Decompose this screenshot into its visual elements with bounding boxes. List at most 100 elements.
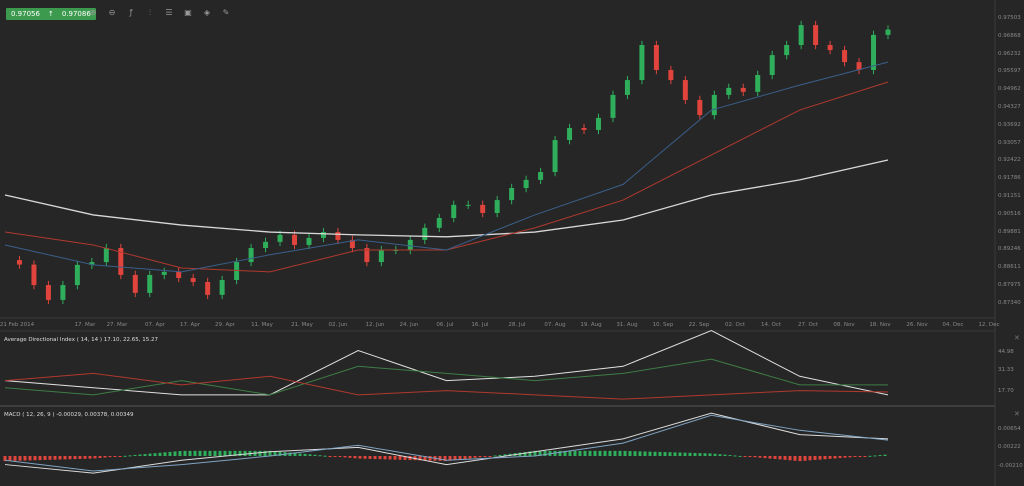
x-tick-label: 24. Jun — [399, 322, 419, 328]
candle-body — [523, 179, 529, 189]
macd-histogram-bar — [668, 452, 672, 456]
candle-body — [697, 99, 703, 116]
macd-histogram-bar — [218, 450, 222, 456]
macd-histogram-bar — [613, 450, 617, 456]
close-adx-icon[interactable]: ✕ — [1014, 334, 1020, 342]
price-quote[interactable]: 0.97056 ↑ 0.97086 — [6, 8, 96, 20]
candle-body — [639, 45, 645, 81]
candle-body — [885, 29, 891, 35]
macd-histogram-bar — [483, 456, 487, 457]
macd-histogram-bar — [428, 456, 432, 461]
x-tick-label: 22. Sep — [688, 322, 710, 328]
x-tick-label: 07. Apr — [144, 322, 166, 328]
macd-histogram-bar — [143, 454, 147, 456]
macd-y-tick: 0.00654 — [998, 426, 1021, 432]
macd-histogram-bar — [423, 456, 427, 461]
macd-histogram-bar — [703, 453, 707, 456]
x-tick-label: 29. Apr — [214, 322, 236, 328]
macd-histogram-bar — [818, 456, 822, 460]
chart-type-icon[interactable]: ⫶ — [149, 8, 151, 17]
macd-histogram-bar — [278, 451, 282, 456]
candle-body — [306, 237, 312, 245]
macd-histogram-bar — [598, 450, 602, 456]
x-tick-label: 19. Aug — [580, 322, 602, 328]
macd-histogram-bar — [13, 456, 17, 461]
template-icon[interactable]: ☰ — [165, 8, 173, 17]
y-tick-label: 0.92422 — [998, 157, 1021, 164]
y-tick-label: 0.90516 — [998, 210, 1021, 217]
macd-histogram-bar — [28, 456, 32, 461]
macd-histogram-bar — [133, 454, 137, 456]
close-macd-icon[interactable]: ✕ — [1014, 410, 1020, 418]
macd-histogram-bar — [758, 456, 762, 458]
macd-histogram-bar — [653, 451, 657, 456]
candle-body — [118, 248, 124, 275]
candle-body — [234, 262, 240, 281]
adx-y-tick: 17.70 — [998, 388, 1014, 394]
candle-body — [190, 278, 196, 282]
macd-histogram-bar — [243, 450, 247, 456]
macd-histogram-bar — [408, 456, 412, 461]
macd-histogram-bar — [53, 456, 57, 460]
macd-histogram-bar — [648, 451, 652, 456]
macd-histogram-bar — [618, 450, 622, 456]
macd-histogram-bar — [743, 456, 747, 457]
x-tick-label: 12. Jun — [365, 322, 385, 328]
x-tick-label: 07. Aug — [544, 322, 566, 328]
candle-body — [161, 271, 167, 275]
candle-body — [436, 218, 442, 228]
candle-body — [871, 34, 877, 70]
macd-histogram-bar — [823, 456, 827, 460]
macd-histogram-bar — [713, 453, 717, 456]
macd-histogram-bar — [883, 454, 887, 456]
candle-body — [581, 128, 587, 130]
plus_di-line — [4, 358, 888, 396]
macd-histogram-bar — [528, 451, 532, 456]
y-tick-label: 0.93057 — [998, 139, 1021, 146]
candle-body — [610, 94, 616, 118]
macd-histogram-bar — [303, 453, 307, 456]
candle-body — [856, 62, 862, 70]
candle-body — [132, 274, 138, 293]
macd-histogram-bar — [258, 450, 262, 456]
draw-icon[interactable]: ✎ — [222, 8, 230, 17]
x-tick-label: 21 Feb 2014 — [0, 322, 35, 328]
macd-histogram-bar — [573, 450, 577, 456]
macd-histogram-bar — [848, 456, 852, 458]
arrow-up-icon: ↑ — [47, 10, 54, 18]
zoom-out-icon[interactable]: ⊖ — [108, 8, 116, 17]
macd-histogram-bar — [403, 456, 407, 460]
y-tick-label: 0.97503 — [998, 15, 1021, 21]
candle-body — [248, 248, 254, 263]
macd-histogram-bar — [803, 456, 807, 461]
y-tick-label: 0.96232 — [998, 50, 1021, 57]
candle-body — [494, 200, 500, 213]
screenshot-icon[interactable]: ▣ — [184, 8, 192, 17]
candle-body — [755, 75, 761, 92]
candle-body — [45, 285, 51, 300]
macd-histogram-bar — [753, 456, 757, 458]
tag-icon[interactable]: ◈ — [203, 8, 211, 17]
macd-histogram-bar — [473, 456, 477, 458]
macd-histogram-bar — [58, 456, 62, 460]
x-tick-label: 16. Jul — [471, 322, 489, 328]
candle-body — [422, 227, 428, 240]
zoom-in-icon[interactable]: ⊕ — [89, 8, 97, 17]
macd-histogram-bar — [118, 456, 122, 457]
x-tick-label: 17. Mar — [74, 322, 96, 328]
candle-body — [378, 249, 384, 263]
macd-histogram-bar — [588, 450, 592, 456]
macd-histogram-bar — [323, 455, 327, 457]
macd-histogram-bar — [308, 454, 312, 456]
x-tick-label: 21. May — [291, 322, 313, 328]
adx-y-tick: 44.98 — [998, 349, 1014, 355]
macd-histogram-bar — [348, 456, 352, 458]
macd-histogram-bar — [493, 455, 497, 457]
macd-histogram-bar — [828, 456, 832, 459]
macd-histogram-bar — [328, 456, 332, 457]
macd-histogram-bar — [88, 456, 92, 459]
macd-histogram-bar — [643, 451, 647, 456]
candle-body — [682, 80, 688, 100]
indicators-icon[interactable]: ƒ — [129, 8, 133, 17]
